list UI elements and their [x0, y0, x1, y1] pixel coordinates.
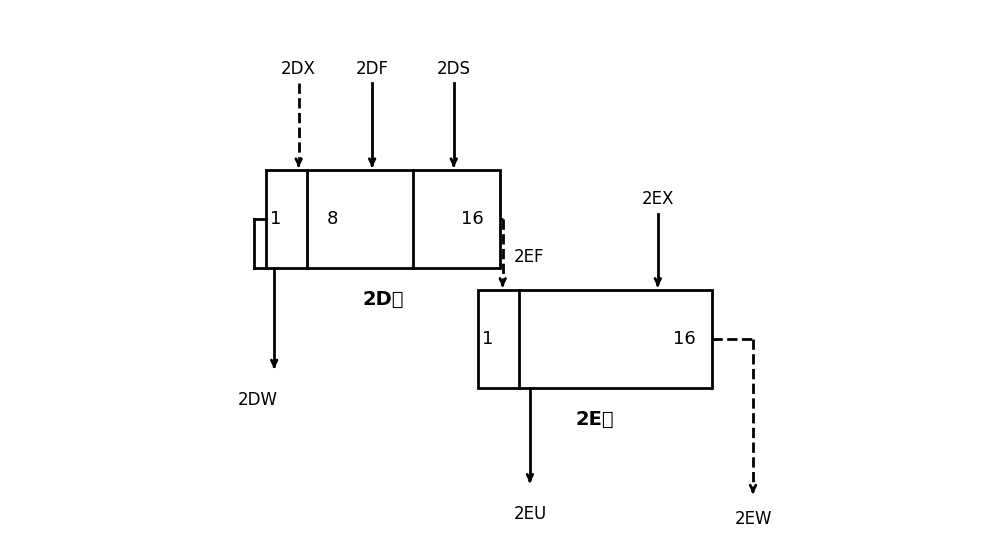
- Text: 1: 1: [482, 330, 493, 348]
- Text: 2EF: 2EF: [514, 248, 544, 266]
- Text: 2DS: 2DS: [437, 60, 471, 78]
- Text: 16: 16: [461, 210, 483, 228]
- Text: 2EW: 2EW: [734, 510, 772, 528]
- Bar: [478, 290, 712, 388]
- Bar: [266, 170, 500, 268]
- Text: 2DX: 2DX: [281, 60, 316, 78]
- Text: 2D槽: 2D槽: [362, 290, 404, 309]
- Text: 2E槽: 2E槽: [576, 410, 615, 429]
- Text: 2EX: 2EX: [642, 190, 674, 208]
- Text: 2DF: 2DF: [356, 60, 389, 78]
- Text: 2DW: 2DW: [238, 391, 278, 408]
- Text: 8: 8: [327, 210, 338, 228]
- Text: 16: 16: [673, 330, 696, 348]
- Text: 2EU: 2EU: [513, 505, 547, 523]
- Text: 1: 1: [270, 210, 281, 228]
